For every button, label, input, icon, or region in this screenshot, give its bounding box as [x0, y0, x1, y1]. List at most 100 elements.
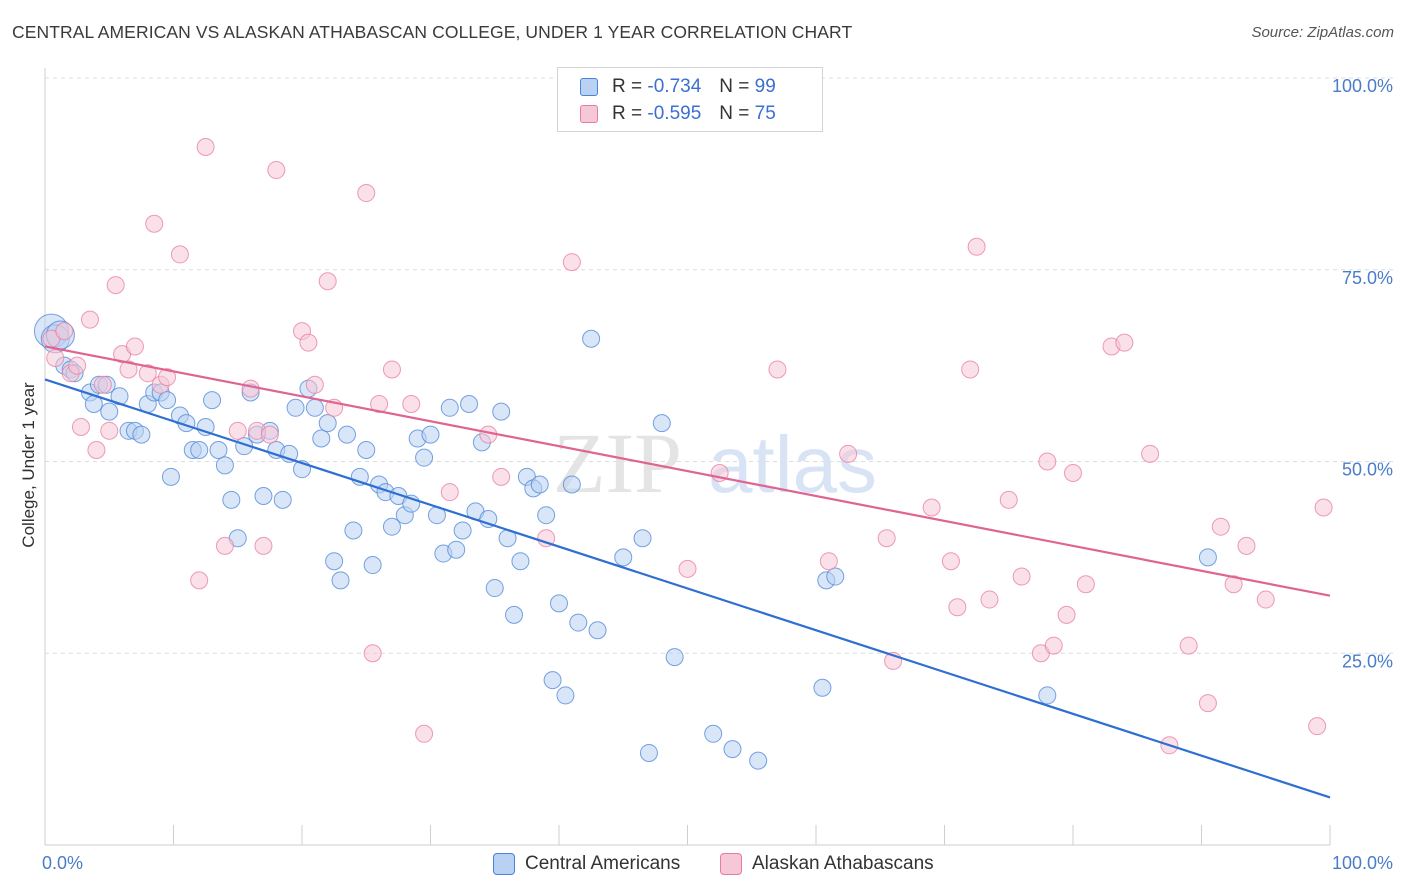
alaskan-athabascans-point-6	[80, 310, 99, 329]
central-americans-point-47	[344, 521, 363, 540]
alaskan-athabascans-point-31	[318, 272, 337, 291]
central-americans-point-45	[331, 571, 350, 590]
central-americans-point-82	[569, 613, 588, 632]
alaskan-athabascans-point-66	[1115, 333, 1134, 352]
alaskan-athabascans-point-58	[1012, 567, 1031, 586]
central-americans-point-25	[203, 391, 222, 410]
legend-r-value: -0.734	[647, 76, 702, 97]
alaskan-athabascans-point-72	[1224, 575, 1243, 594]
x-tick-label-0: 0.0%	[42, 853, 83, 873]
central-americans-point-93	[813, 678, 832, 697]
alaskan-athabascans-point-1	[46, 348, 65, 367]
central-americans-point-26	[209, 440, 228, 459]
alaskan-athabascans-point-39	[440, 483, 459, 502]
bottom-legend-central-americans: Central Americans	[493, 852, 680, 876]
y-axis-label: College, Under 1 year	[19, 382, 38, 548]
alaskan-athabascans-point-74	[1256, 590, 1275, 609]
alaskan-athabascans-point-67	[1141, 444, 1160, 463]
y-tick-label-3: 100.0%	[1332, 76, 1393, 96]
alaskan-athabascans-point-44	[678, 559, 697, 578]
trend-line-alaskan-athabascans	[44, 345, 1331, 597]
central-americans-point-89	[665, 648, 684, 667]
alaskan-athabascans-point-23	[241, 379, 260, 398]
alaskan-athabascans-point-7	[87, 440, 106, 459]
central-americans-point-19	[161, 467, 180, 486]
alaskan-athabascans-point-64	[1076, 575, 1095, 594]
alaskan-athabascans-point-14	[138, 364, 157, 383]
central-americans-point-27	[215, 456, 234, 475]
alaskan-athabascans-point-75	[1308, 717, 1327, 736]
alaskan-athabascans-point-60	[1038, 452, 1057, 471]
central-americans-point-72	[505, 605, 524, 624]
central-americans-point-83	[582, 329, 601, 348]
central-americans-point-53	[382, 517, 401, 536]
bottom-legend-swatch-pink	[720, 853, 742, 875]
alaskan-athabascans-point-51	[922, 498, 941, 517]
legend-n-value: 75	[754, 103, 776, 124]
central-americans-point-76	[530, 475, 549, 494]
central-americans-point-79	[550, 594, 568, 613]
alaskan-athabascans-point-22	[228, 421, 247, 440]
trend-lines	[44, 345, 1331, 799]
watermark-atlas: atlas	[708, 420, 877, 509]
legend-row-alaskan-athabascans: R = -0.595 N = 75	[580, 103, 776, 125]
alaskan-athabascans-point-56	[980, 590, 999, 609]
central-americans-point-23	[190, 440, 209, 459]
alaskan-athabascans-point-46	[768, 360, 787, 379]
bottom-legend-label: Central Americans	[525, 853, 681, 874]
central-americans-point-43	[318, 414, 337, 433]
alaskan-athabascans-point-4	[68, 356, 87, 375]
trend-line-central-americans	[44, 378, 1331, 799]
alaskan-athabascans-point-43	[562, 253, 581, 272]
central-americans-point-91	[723, 740, 742, 759]
legend-n-value: 99	[754, 76, 776, 97]
series-central-americans	[33, 313, 1217, 770]
alaskan-athabascans-point-29	[299, 333, 318, 352]
central-americans-point-87	[639, 743, 658, 762]
bottom-legend-swatch-blue	[493, 853, 515, 875]
alaskan-athabascans-point-76	[1314, 498, 1333, 517]
alaskan-athabascans-point-18	[170, 245, 189, 264]
y-tick-label-1: 50.0%	[1342, 460, 1393, 480]
central-americans-point-65	[460, 394, 479, 413]
central-americans-point-50	[363, 556, 382, 575]
central-americans-point-92	[749, 751, 768, 770]
bottom-legend-label: Alaskan Athabascans	[752, 853, 934, 874]
legend-r-label: R =	[612, 103, 643, 124]
legend-swatch-blue	[580, 78, 598, 96]
alaskan-athabascans-point-21	[215, 536, 234, 555]
central-americans-point-63	[447, 540, 466, 559]
alaskan-athabascans-point-41	[492, 467, 511, 486]
central-americans-point-86	[633, 529, 652, 548]
alaskan-athabascans-point-13	[125, 337, 144, 356]
bottom-legend-alaskan-athabascans: Alaskan Athabascans	[720, 852, 934, 876]
central-americans-point-41	[305, 398, 324, 417]
central-americans-point-44	[325, 552, 344, 571]
y-tick-label-0: 25.0%	[1342, 651, 1393, 671]
central-americans-point-90	[704, 724, 723, 743]
alaskan-athabascans-point-36	[382, 360, 401, 379]
source-label: Source: ZipAtlas.com	[1251, 24, 1394, 41]
series-alaskan-athabascans	[42, 138, 1333, 755]
alaskan-athabascans-point-63	[1064, 464, 1082, 483]
x-tick-labels: 0.0% 100.0%	[42, 853, 1393, 873]
alaskan-athabascans-point-9	[100, 421, 119, 440]
central-americans-point-28	[222, 490, 241, 509]
grid-lines	[45, 77, 1395, 654]
alaskan-athabascans-point-37	[402, 394, 421, 413]
alaskan-athabascans-point-8	[93, 375, 112, 394]
legend-swatch-pink	[580, 105, 598, 123]
chart-title: CENTRAL AMERICAN VS ALASKAN ATHABASCAN C…	[12, 22, 853, 42]
alaskan-athabascans-point-33	[357, 184, 376, 203]
central-americans-point-84	[588, 621, 607, 640]
watermark: ZIP atlas	[553, 415, 877, 511]
central-americans-point-59	[421, 425, 440, 444]
alaskan-athabascans-point-48	[839, 444, 858, 463]
alaskan-athabascans-point-15	[145, 214, 164, 233]
central-americans-point-69	[485, 579, 504, 598]
alaskan-athabascans-point-2	[55, 322, 74, 341]
central-americans-point-49	[357, 440, 376, 459]
central-americans-point-64	[453, 521, 472, 540]
alaskan-athabascans-point-25	[254, 536, 273, 555]
